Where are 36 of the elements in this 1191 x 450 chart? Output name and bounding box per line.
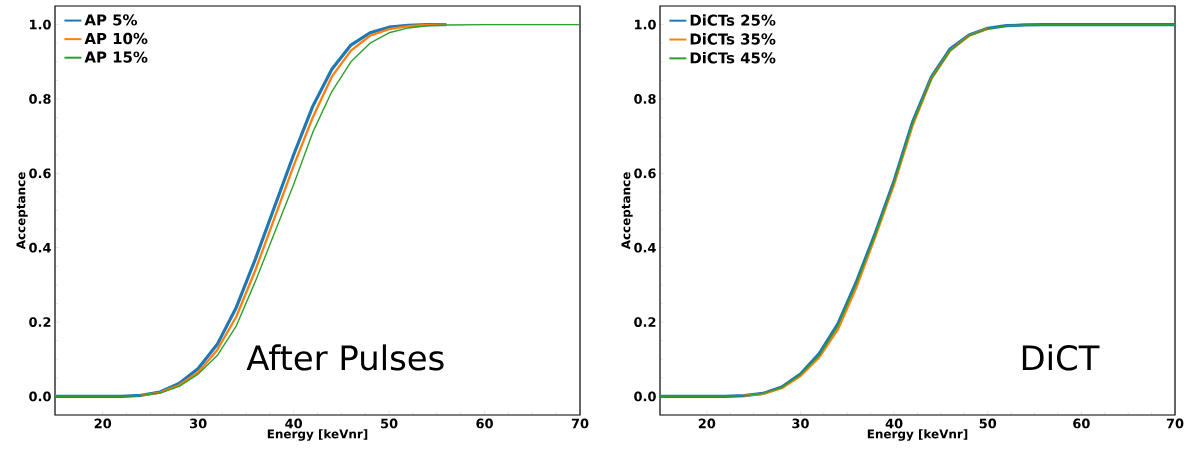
x-tick-label: 30 <box>792 418 809 429</box>
x-axis-title: Energy [keVnr] <box>267 429 368 441</box>
y-axis-title: Acceptance <box>16 172 28 250</box>
y-tick-label: 0.0 <box>634 391 656 402</box>
legend-label: DiCTs 35% <box>690 33 776 45</box>
x-tick-label: 30 <box>190 418 207 429</box>
y-tick-label: 0.0 <box>29 391 51 402</box>
annotation: After Pulses <box>246 344 444 371</box>
y-tick-label: 0.8 <box>29 94 51 104</box>
x-axis-title: Energy [keVnr] <box>867 429 968 441</box>
x-tick-label: 40 <box>885 418 903 429</box>
x-tick-label: 20 <box>698 418 716 429</box>
x-tick-label: 60 <box>1073 418 1090 429</box>
y-tick-label: 1.0 <box>635 19 656 30</box>
y-tick-label: 0.8 <box>634 94 656 104</box>
y-tick-label: 0.4 <box>634 242 656 253</box>
y-axis-title: Acceptance <box>621 172 633 250</box>
legend-label: DiCTs 45% <box>690 51 776 64</box>
legend-label: AP 5% <box>84 14 138 26</box>
legend-label: AP 10% <box>84 32 148 45</box>
y-tick-label: 0.6 <box>29 168 51 179</box>
x-tick-label: 40 <box>285 418 303 429</box>
annotation: DiCT <box>1022 344 1100 371</box>
y-tick-label: 1.0 <box>30 19 51 30</box>
x-tick-label: 20 <box>94 418 112 429</box>
y-tick-label: 0.2 <box>634 317 656 327</box>
x-tick-label: 50 <box>979 418 997 429</box>
y-tick-label: 0.4 <box>29 242 51 253</box>
legend-label: AP 15% <box>84 51 148 63</box>
y-tick-label: 0.2 <box>29 317 51 327</box>
x-tick-label: 60 <box>476 418 493 429</box>
x-tick-label: 70 <box>1166 418 1184 429</box>
x-tick-label: 50 <box>381 418 398 429</box>
legend-label: DiCTs 25% <box>690 14 776 26</box>
y-tick-label: 0.6 <box>634 168 656 179</box>
x-tick-label: 70 <box>571 418 589 429</box>
